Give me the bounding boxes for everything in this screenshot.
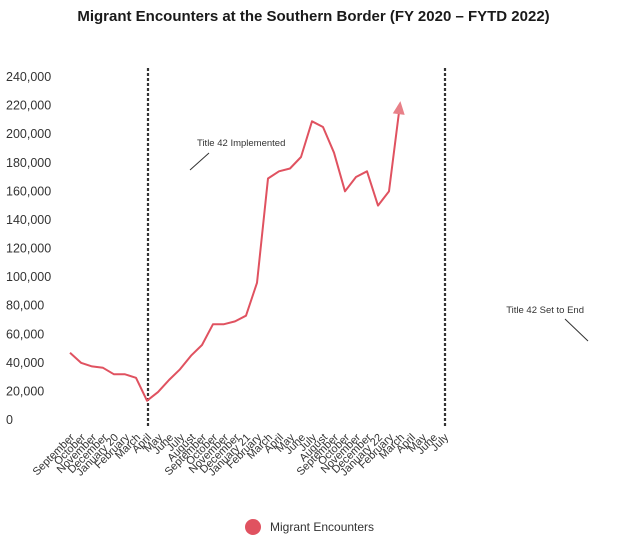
y-tick-label: 200,000	[6, 127, 51, 141]
legend-swatch	[245, 519, 261, 535]
annotation-leader	[564, 318, 589, 342]
y-tick-label: 80,000	[6, 299, 44, 313]
y-tick-label: 180,000	[6, 156, 51, 170]
event-markers: Title 42 Implemented Title 42 Set to End	[146, 68, 589, 428]
legend-label: Migrant Encounters	[270, 520, 375, 534]
y-tick-label: 20,000	[6, 384, 44, 398]
y-tick-label: 120,000	[6, 242, 51, 256]
y-tick-label: 140,000	[6, 213, 51, 227]
y-axis: 0 20,000 40,000 60,000 80,000 100,000 120,000 1…	[6, 70, 51, 427]
y-tick-label: 160,000	[6, 184, 51, 198]
trend-arrowhead	[392, 101, 405, 115]
y-tick-label: 100,000	[6, 270, 51, 284]
y-tick-label: 40,000	[6, 356, 44, 370]
series-line	[69, 104, 401, 402]
y-tick-label: 220,000	[6, 99, 51, 113]
x-axis: SeptemberOctoberNovemberDecemberJanuary …	[31, 431, 452, 478]
y-tick-label: 240,000	[6, 70, 51, 84]
series-layer	[69, 101, 405, 402]
annotation-label: Title 42 Implemented	[197, 138, 285, 149]
chart-title: Migrant Encounters at the Southern Borde…	[77, 8, 550, 25]
annotation-label: Title 42 Set to End	[506, 305, 584, 316]
legend: Migrant Encounters	[245, 519, 374, 535]
y-tick-label: 60,000	[6, 327, 44, 341]
y-tick-label: 0	[6, 413, 13, 427]
annotation-leader	[189, 152, 210, 171]
